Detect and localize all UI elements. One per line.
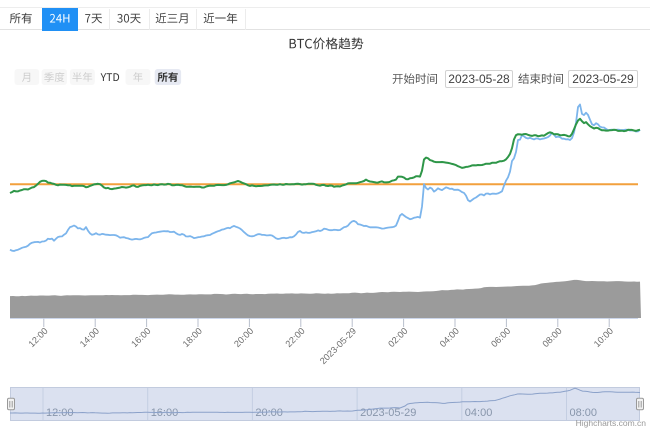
svg-text:20:00: 20:00 (255, 407, 283, 419)
svg-text:16:00: 16:00 (129, 326, 152, 349)
svg-text:10:00: 10:00 (592, 326, 615, 349)
svg-text:18:00: 18:00 (181, 326, 204, 349)
svg-text:22:00: 22:00 (283, 326, 306, 349)
svg-text:20:00: 20:00 (232, 326, 255, 349)
svg-text:04:00: 04:00 (465, 407, 493, 419)
svg-text:14:00: 14:00 (78, 326, 101, 349)
svg-text:06:00: 06:00 (489, 326, 512, 349)
svg-text:02:00: 02:00 (386, 326, 409, 349)
svg-text:2023-05-29: 2023-05-29 (360, 407, 416, 419)
svg-text:08:00: 08:00 (540, 326, 563, 349)
svg-text:04:00: 04:00 (438, 326, 461, 349)
svg-text:2023-05-29: 2023-05-29 (318, 326, 358, 366)
svg-text:12:00: 12:00 (26, 326, 49, 349)
svg-text:08:00: 08:00 (570, 407, 598, 419)
svg-text:Highcharts.com.cn: Highcharts.com.cn (576, 418, 647, 428)
svg-text:16:00: 16:00 (151, 407, 179, 419)
